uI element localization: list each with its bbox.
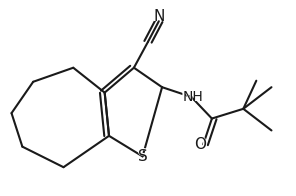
Text: O: O xyxy=(194,137,206,152)
Text: O: O xyxy=(193,135,207,153)
Text: N: N xyxy=(153,9,165,24)
Text: S: S xyxy=(136,147,149,165)
Text: NH: NH xyxy=(183,90,204,104)
Text: N: N xyxy=(152,7,166,25)
Text: S: S xyxy=(138,149,147,164)
Text: NH: NH xyxy=(181,89,206,104)
